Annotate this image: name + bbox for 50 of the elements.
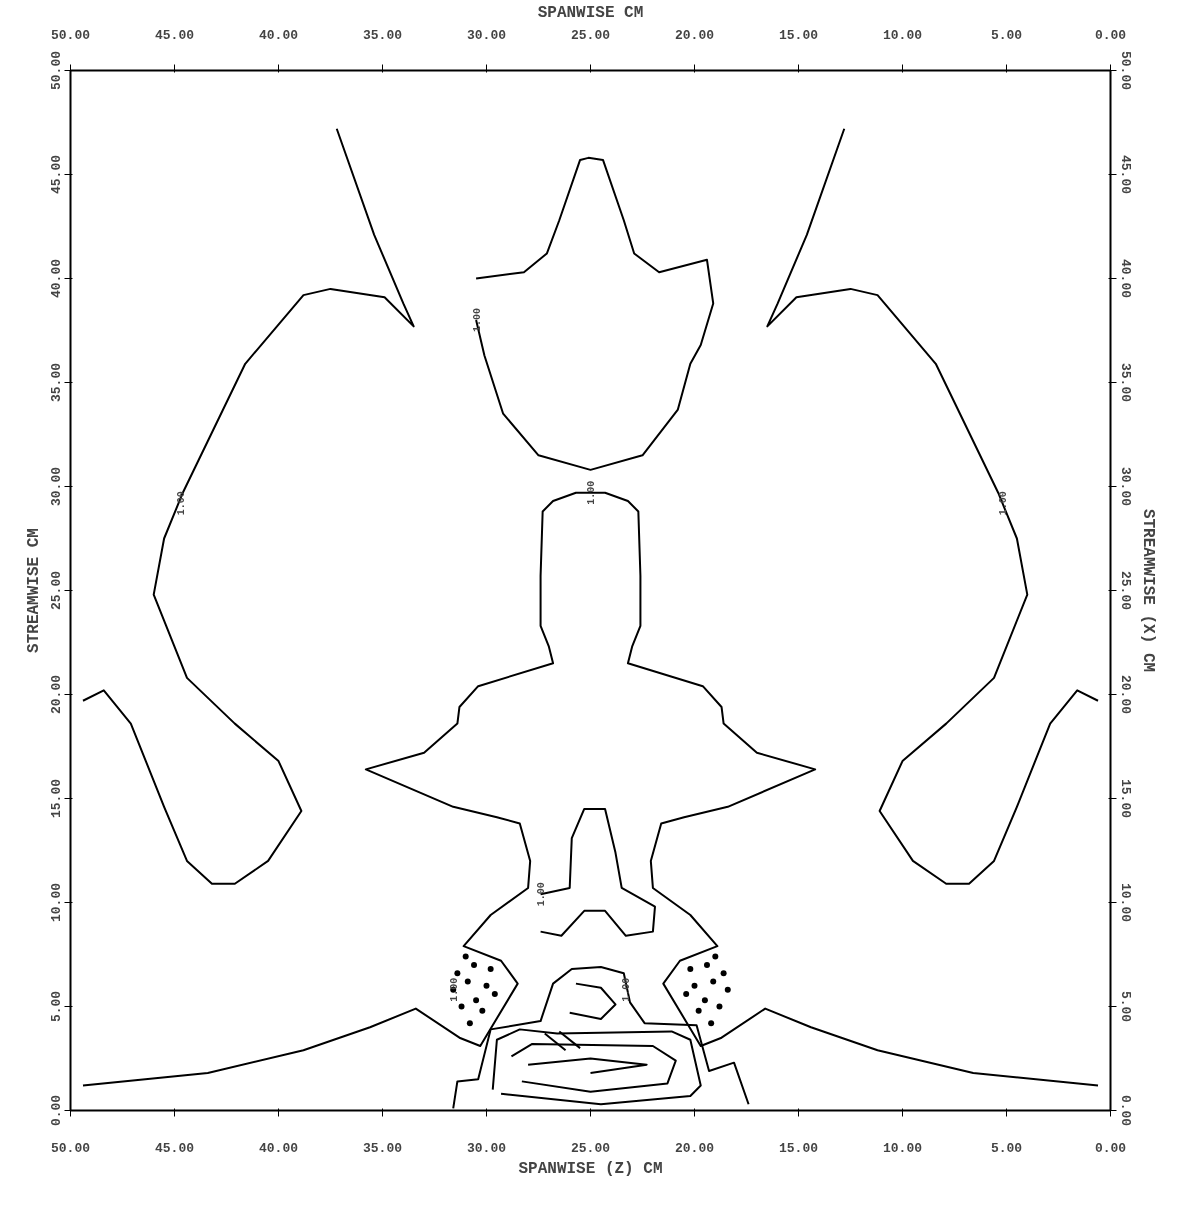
annotation: 1.00	[536, 882, 548, 907]
y-tick-label: 10.00	[48, 882, 64, 922]
y-axis-title: STREAMWISE CM	[24, 528, 43, 653]
annotation: 1.00	[471, 308, 483, 333]
x2-tick-label: 5.00	[990, 1140, 1023, 1156]
x2-tick-label: 15.00	[779, 1140, 819, 1156]
x2-tick-label: 10.00	[883, 1140, 923, 1156]
y2-tick-label: 5.00	[1117, 990, 1133, 1023]
x-tick-label: 15.00	[779, 27, 819, 43]
y-tick-label: 5.00	[48, 990, 64, 1023]
y-tick-label: 15.00	[48, 778, 64, 818]
y2-tick-label: 0.00	[1117, 1094, 1133, 1127]
x-axis-title: SPANWISE (Z) CM	[518, 1159, 663, 1178]
y-tick-label: 30.00	[48, 466, 64, 506]
annotation: 1.00	[448, 977, 460, 1002]
y2-axis-title: STREAMWISE (X) CM	[1138, 508, 1157, 673]
x2-axis-title: SPANWISE CM	[537, 3, 644, 22]
x2-tick-label: 45.00	[155, 1140, 195, 1156]
y2-tick-label: 40.00	[1117, 259, 1133, 299]
x2-tick-label: 40.00	[259, 1140, 299, 1156]
annotation: 1.00	[997, 491, 1009, 516]
y2-tick-label: 45.00	[1117, 155, 1133, 195]
y-tick-label: 25.00	[48, 570, 64, 610]
x-tick-label: 45.00	[155, 27, 195, 43]
y-tick-label: 35.00	[48, 362, 64, 402]
y2-tick-label: 20.00	[1117, 675, 1133, 715]
y2-tick-label: 35.00	[1117, 363, 1133, 403]
x-tick-label: 35.00	[363, 27, 403, 43]
x2-tick-label: 30.00	[467, 1140, 507, 1156]
y2-tick-label: 15.00	[1117, 779, 1133, 819]
x-tick-label: 40.00	[259, 27, 299, 43]
annotation: 1.00	[586, 480, 597, 505]
x2-tick-label: 0.00	[1094, 1140, 1127, 1156]
x2-tick-label: 25.00	[571, 1140, 611, 1156]
y-tick-label: 40.00	[48, 258, 64, 298]
x-tick-label: 25.00	[571, 27, 611, 43]
y2-tick-label: 10.00	[1117, 883, 1133, 923]
y-tick-label: 20.00	[48, 674, 64, 714]
x-tick-label: 10.00	[883, 27, 923, 43]
y2-tick-label: 25.00	[1117, 571, 1133, 611]
y-tick-label: 0.00	[48, 1094, 64, 1127]
x-tick-label: 0.00	[1094, 27, 1127, 43]
annotation: 1.00	[176, 491, 188, 516]
x2-tick-label: 35.00	[363, 1140, 403, 1156]
x-tick-label: 20.00	[675, 27, 715, 43]
x-tick-label: 5.00	[990, 27, 1023, 43]
x-tick-label: 30.00	[467, 27, 507, 43]
x2-tick-label: 20.00	[675, 1140, 715, 1156]
y2-tick-label: 30.00	[1117, 467, 1133, 507]
y-tick-label: 45.00	[48, 154, 64, 194]
